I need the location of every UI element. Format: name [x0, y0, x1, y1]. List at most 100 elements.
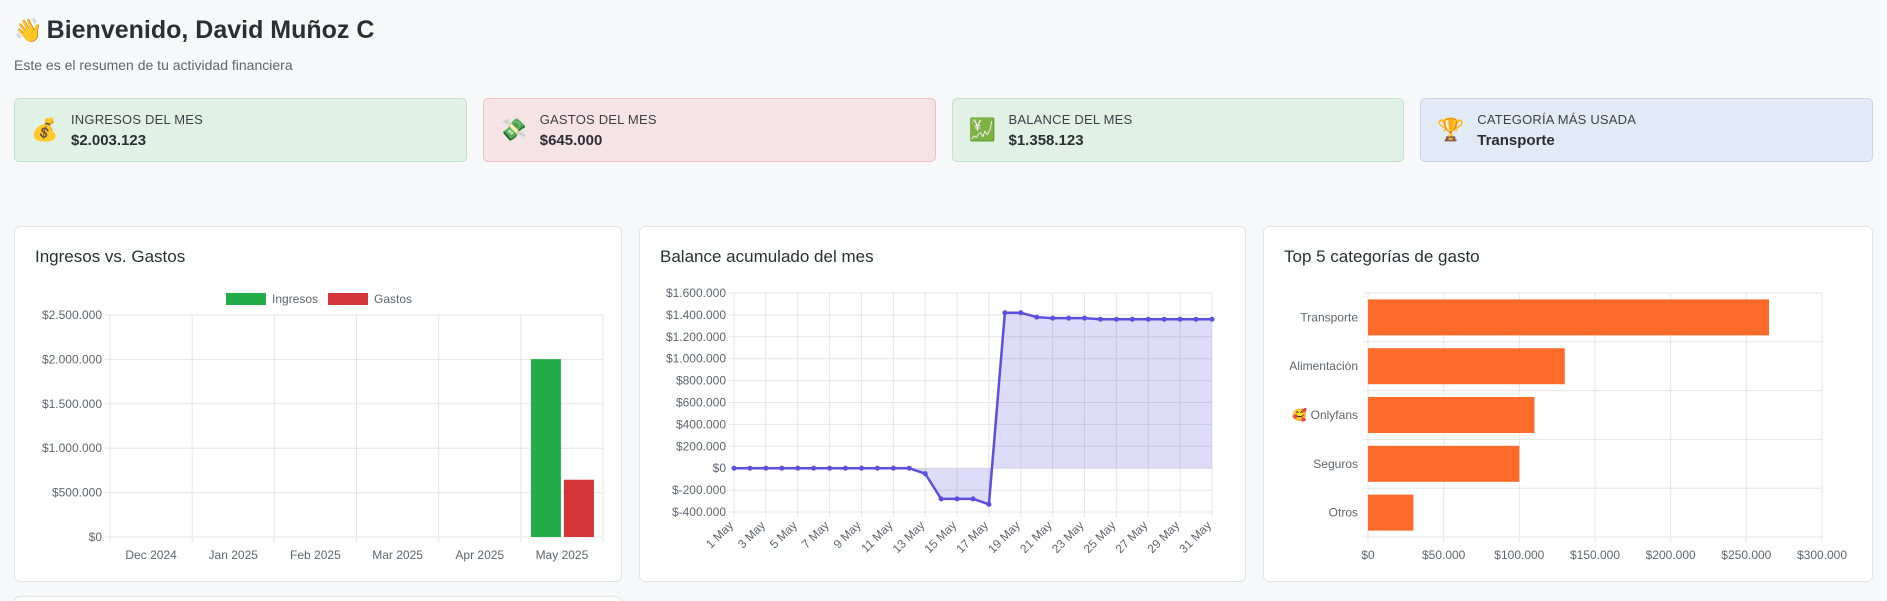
data-point: [1129, 316, 1135, 322]
stat-label: BALANCE DEL MES: [1008, 111, 1133, 127]
bar-ingresos: [530, 359, 561, 537]
data-point: [731, 465, 737, 471]
data-point: [1145, 316, 1151, 322]
top-categories-card: Top 5 categorías de gasto $0 $50.000 $100.…: [1263, 226, 1873, 582]
x-tick-label: 11 May: [858, 518, 895, 555]
x-tick-label: 13 May: [890, 518, 928, 556]
y-tick-label: $1.600.000: [666, 286, 726, 300]
data-point: [874, 465, 880, 471]
waving-hand-icon: 👋: [14, 17, 43, 43]
x-tick-label: Feb 2025: [290, 548, 341, 562]
category-label: 🥰 Onlyfans: [1292, 407, 1358, 422]
data-point: [890, 465, 896, 471]
category-label: Transporte: [1300, 310, 1358, 324]
y-tick-label: $1.500.000: [42, 397, 102, 411]
stat-label: INGRESOS DEL MES: [71, 111, 204, 127]
page-title: 👋 Bienvenido, David Muñoz C: [14, 16, 374, 45]
card-title: Ingresos vs. Gastos: [35, 247, 186, 266]
x-tick-label: $150.000: [1570, 548, 1620, 562]
category-label: Alimentación: [1289, 359, 1358, 373]
income-vs-expenses-chart: $2.500.000 $2.000.000 $1.500.000 $1.000.000…: [42, 292, 604, 562]
category-bar: [1368, 348, 1565, 385]
y-tick-label: $1.000.000: [42, 441, 102, 455]
data-point: [954, 496, 960, 502]
stat-value: $1.358.123: [1008, 131, 1084, 149]
data-point: [1050, 315, 1056, 321]
x-tick-label: 3 May: [735, 518, 768, 551]
balance-card: Balance acumulado del mes $1.600.000 $1.4…: [639, 226, 1246, 582]
x-tick-label: 1 May: [703, 518, 736, 551]
balance-area: [734, 312, 1212, 505]
category-bar: [1368, 494, 1414, 531]
money-bag-icon: 💰: [31, 117, 59, 142]
category-label: Seguros: [1313, 457, 1358, 471]
y-tick-label: $2.000.000: [42, 352, 102, 366]
y-tick-label: $400.000: [676, 417, 726, 431]
x-tick-label: Dec 2024: [125, 548, 177, 562]
x-tick-label: 5 May: [767, 518, 800, 551]
x-tick-label: 25 May: [1081, 518, 1119, 556]
data-point: [1177, 316, 1183, 322]
welcome-header: 👋 Bienvenido, David Muñoz C Este es el r…: [14, 16, 374, 73]
x-tick-label: $100.000: [1494, 548, 1544, 562]
data-point: [747, 465, 753, 471]
category-bar: [1368, 299, 1770, 336]
stat-card-ingresos: 💰 INGRESOS DEL MES $2.003.123: [14, 98, 467, 162]
x-tick-label: Apr 2025: [455, 548, 504, 562]
x-tick-label: 15 May: [921, 518, 959, 556]
data-point: [779, 465, 785, 471]
category-label: Otros: [1329, 506, 1358, 520]
stat-card-gastos: 💸 GASTOS DEL MES $645.000: [482, 98, 936, 162]
top-categories-chart: $0 $50.000 $100.000 $150.000 $200.000 $250.00…: [1289, 292, 1847, 562]
y-tick-label: $-400.000: [672, 505, 726, 519]
card-title: Top 5 categorías de gasto: [1284, 247, 1480, 266]
x-tick-label: $200.000: [1646, 548, 1696, 562]
x-tick-label: 21 May: [1017, 518, 1055, 556]
data-point: [1018, 310, 1024, 316]
page-subtitle: Este es el resumen de tu actividad finan…: [14, 57, 293, 73]
data-point: [1161, 316, 1167, 322]
data-point: [811, 465, 817, 471]
data-point: [763, 465, 769, 471]
stat-label: CATEGORÍA MÁS USADA: [1477, 111, 1637, 127]
stat-label: GASTOS DEL MES: [539, 111, 657, 127]
balance-chart: $1.600.000 $1.400.000 $1.200.000 $1.000.000…: [666, 286, 1215, 556]
x-tick-label: $0: [1361, 548, 1375, 562]
x-tick-label: $300.000: [1797, 548, 1847, 562]
y-tick-label: $-200.000: [672, 483, 726, 497]
legend-label: Gastos: [374, 292, 412, 306]
next-card-edge: [14, 596, 622, 601]
stat-card-balance: 💹 BALANCE DEL MES $1.358.123: [951, 98, 1405, 162]
data-point: [795, 465, 801, 471]
y-tick-label: $0: [713, 461, 727, 475]
y-tick-label: $1.000.000: [666, 352, 726, 366]
data-point: [938, 496, 944, 502]
data-point: [1113, 316, 1119, 322]
y-tick-label: $500.000: [52, 486, 102, 500]
data-point: [1066, 315, 1072, 321]
welcome-title: Bienvenido, David Muñoz C: [46, 16, 375, 44]
data-point: [1034, 314, 1040, 320]
x-tick-label: 19 May: [985, 518, 1023, 556]
data-point: [1082, 315, 1088, 321]
data-point: [1193, 316, 1199, 322]
stat-value: $2.003.123: [71, 131, 147, 149]
y-tick-label: $600.000: [676, 396, 726, 410]
money-wings-icon: 💸: [499, 117, 528, 142]
card-title: Balance acumulado del mes: [660, 247, 874, 266]
data-point: [986, 501, 992, 507]
y-tick-label: $1.400.000: [666, 308, 726, 322]
data-point: [906, 465, 912, 471]
x-tick-label: May 2025: [536, 548, 589, 562]
x-tick-label: 31 May: [1176, 518, 1214, 556]
x-tick-label: 27 May: [1113, 518, 1151, 556]
category-bar: [1368, 397, 1535, 433]
data-point: [858, 465, 864, 471]
data-point: [1209, 316, 1215, 322]
stat-card-categoria: 🏆 CATEGORÍA MÁS USADA Transporte: [1420, 98, 1873, 162]
data-point: [843, 465, 849, 471]
income-vs-expenses-card: Ingresos vs. Gastos $2.500.000 $2.000.000…: [14, 226, 622, 582]
data-point: [1097, 316, 1103, 322]
y-tick-label: $200.000: [676, 439, 726, 453]
x-tick-label: Mar 2025: [372, 548, 423, 562]
